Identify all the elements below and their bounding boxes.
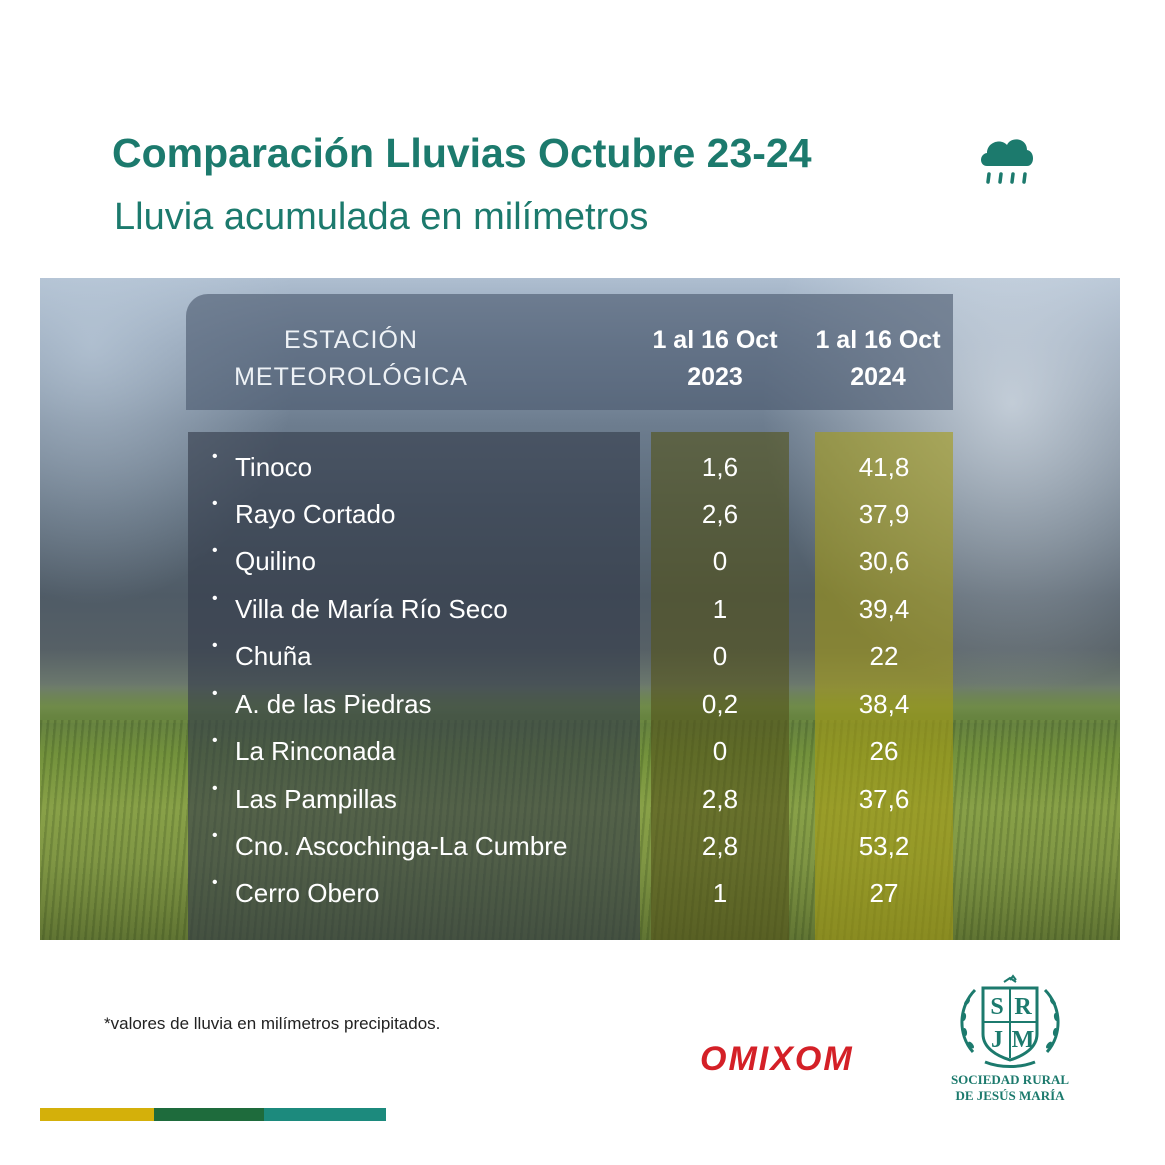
- station-name: Chuña: [235, 641, 312, 671]
- value-2023: 0: [712, 546, 728, 576]
- value-2023: 1: [712, 878, 728, 908]
- station-name: La Rinconada: [235, 736, 396, 766]
- svg-text:R: R: [1014, 994, 1032, 1020]
- value-2024: 41,8: [858, 452, 910, 482]
- table-row: • Tinoco 1,6 41,8: [0, 444, 1165, 491]
- col-2023-year: 2023: [687, 363, 743, 391]
- stripe-teal: [264, 1108, 386, 1121]
- col-2023-period: 1 al 16 Oct: [652, 326, 778, 354]
- table-header-panel: [186, 294, 953, 410]
- value-2023: 1: [712, 594, 728, 624]
- column-2024-bg: [815, 432, 953, 940]
- bullet-icon: •: [212, 780, 218, 797]
- value-2023: 0: [712, 736, 728, 766]
- value-2023: 1,6: [701, 452, 739, 482]
- value-2024: 27: [869, 878, 899, 908]
- table-row: • Villa de María Río Seco 1 39,4: [0, 586, 1165, 633]
- station-name: Cno. Ascochinga-La Cumbre: [235, 831, 568, 861]
- station-header-line2: METEOROLÓGICA: [234, 363, 468, 391]
- station-header-line1: ESTACIÓN: [284, 326, 418, 354]
- column-header-2024: 1 al 16 Oct 2024: [803, 322, 953, 396]
- bullet-icon: •: [212, 448, 218, 465]
- value-2023: 0,2: [701, 689, 739, 719]
- station-name: A. de las Piedras: [235, 689, 432, 719]
- value-2023: 2,8: [701, 784, 739, 814]
- bullet-icon: •: [212, 732, 218, 749]
- station-column-header: ESTACIÓN METEOROLÓGICA: [186, 322, 516, 396]
- table-row: • Cerro Obero 1 27: [0, 870, 1165, 917]
- station-name: Tinoco: [235, 452, 313, 482]
- omixom-logo: OMIXOM: [700, 1040, 854, 1078]
- table-row: • Quilino 0 30,6: [0, 538, 1165, 585]
- bullet-icon: •: [212, 542, 218, 559]
- srjm-name: SOCIEDAD RURAL DE JESÚS MARÍA: [925, 1072, 1095, 1104]
- station-name: Quilino: [235, 546, 316, 576]
- table-row: • Cno. Ascochinga-La Cumbre 2,8 53,2: [0, 823, 1165, 870]
- value-2024: 39,4: [858, 594, 910, 624]
- value-2024: 37,6: [858, 784, 910, 814]
- station-column-bg: [188, 432, 640, 940]
- table-row: • Rayo Cortado 2,6 37,9: [0, 491, 1165, 538]
- table-row: • A. de las Piedras 0,2 38,4: [0, 681, 1165, 728]
- footnote: *valores de lluvia en milímetros precipi…: [104, 1014, 441, 1033]
- bullet-icon: •: [212, 827, 218, 844]
- page-title: Comparación Lluvias Octubre 23-24: [112, 130, 812, 176]
- value-2023: 2,8: [701, 831, 739, 861]
- value-2024: 53,2: [858, 831, 910, 861]
- bullet-icon: •: [212, 590, 218, 607]
- page-subtitle: Lluvia acumulada en milímetros: [114, 196, 649, 238]
- value-2023: 2,6: [701, 499, 739, 529]
- station-name: Cerro Obero: [235, 878, 380, 908]
- bullet-icon: •: [212, 495, 218, 512]
- value-2024: 30,6: [858, 546, 910, 576]
- srjm-name-line2: DE JESÚS MARÍA: [955, 1088, 1065, 1103]
- table-row: • Las Pampillas 2,8 37,6: [0, 776, 1165, 823]
- svg-text:S: S: [990, 994, 1003, 1020]
- col-2024-period: 1 al 16 Oct: [815, 326, 941, 354]
- station-name: Las Pampillas: [235, 784, 397, 814]
- bullet-icon: •: [212, 685, 218, 702]
- table-row: • Chuña 0 22: [0, 633, 1165, 680]
- stripe-gold: [40, 1108, 154, 1121]
- value-2023: 0: [712, 641, 728, 671]
- value-2024: 26: [869, 736, 899, 766]
- svg-text:M: M: [1012, 1027, 1035, 1053]
- column-2023-bg: [651, 432, 789, 940]
- srjm-name-line1: SOCIEDAD RURAL: [950, 1072, 1070, 1087]
- bullet-icon: •: [212, 874, 218, 891]
- svg-text:J: J: [991, 1027, 1003, 1053]
- value-2024: 38,4: [858, 689, 910, 719]
- bullet-icon: •: [212, 637, 218, 654]
- station-name: Rayo Cortado: [235, 499, 396, 529]
- rain-cloud-icon: [981, 139, 1033, 184]
- station-name: Villa de María Río Seco: [235, 594, 508, 624]
- value-2024: 22: [869, 641, 899, 671]
- value-2024: 37,9: [858, 499, 910, 529]
- table-row: • La Rinconada 0 26: [0, 728, 1165, 775]
- col-2024-year: 2024: [850, 363, 906, 391]
- column-header-2023: 1 al 16 Oct 2023: [640, 322, 790, 396]
- stripe-green: [154, 1108, 264, 1121]
- srjm-crest-logo: S R J M: [960, 974, 1060, 1068]
